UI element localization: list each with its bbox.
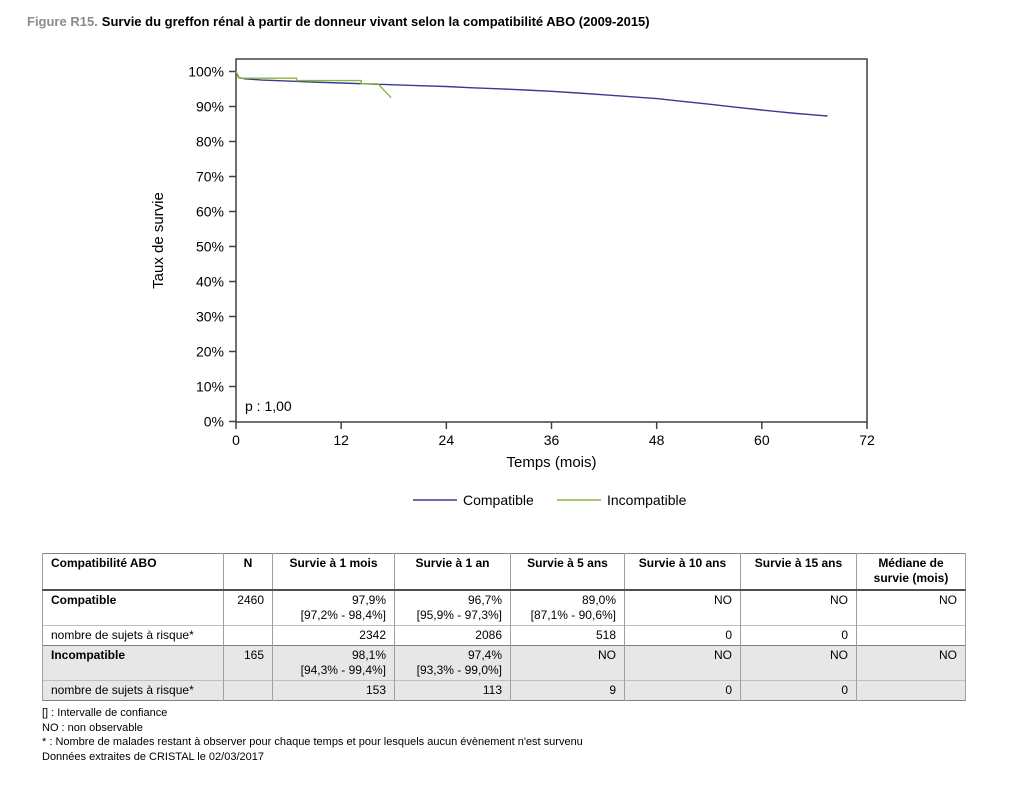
cell-survie-10-ans: NO (624, 645, 741, 681)
cell-survie-1-an: 96,7% [95,9% - 97,3%] (394, 590, 511, 626)
y-tick-label: 90% (196, 99, 224, 115)
confidence-interval: [87,1% - 90,6%] (530, 608, 616, 622)
y-tick-label: 100% (188, 64, 224, 80)
column-header-survie-5-ans: Survie à 5 ans (510, 553, 625, 591)
cell-mediane: NO (856, 645, 966, 681)
table-row-incompatible-at-risk: nombre de sujets à risque* 153 113 9 0 0 (42, 680, 966, 701)
x-tick-label: 60 (754, 432, 770, 448)
plot-frame (235, 58, 868, 423)
cell-survie-1-mois: 153 (272, 680, 395, 701)
column-header-compatibilite: Compatibilité ABO (42, 553, 224, 591)
value: 96,7% (467, 593, 502, 607)
footnote-confidence-interval: [] : Intervalle de confiance (42, 707, 168, 719)
y-tick-label: 20% (196, 344, 224, 360)
legend-label-compatible: Compatible (463, 492, 534, 508)
cell-survie-15-ans: 0 (740, 680, 857, 701)
cell-survie-5-ans: 9 (510, 680, 625, 701)
survival-table: Compatibilité ABO N Survie à 1 mois Surv… (42, 553, 966, 701)
confidence-interval: [93,3% - 99,0%] (416, 663, 502, 677)
cell-survie-15-ans: NO (740, 645, 857, 681)
curve-incompatible (235, 71, 392, 99)
footnote-at-risk: * : Nombre de malades restant à observer… (42, 736, 583, 748)
confidence-interval: [94,3% - 99,4%] (300, 663, 386, 677)
value: 97,9% (351, 593, 386, 607)
y-tick-label: 80% (196, 134, 224, 150)
cell-survie-1-mois: 98,1% [94,3% - 99,4%] (272, 645, 395, 681)
footnote-data-source: Données extraites de CRISTAL le 02/03/20… (42, 750, 264, 763)
x-tick-label: 36 (544, 432, 560, 448)
cell-survie-5-ans: NO (510, 645, 625, 681)
x-tick-label: 72 (859, 432, 875, 448)
cell-survie-5-ans: 89,0% [87,1% - 90,6%] (510, 590, 625, 626)
cell-survie-15-ans: 0 (740, 625, 857, 646)
y-tick-label: 10% (196, 379, 224, 395)
cell-survie-1-an: 97,4% [93,3% - 99,0%] (394, 645, 511, 681)
cell-survie-15-ans: NO (740, 590, 857, 626)
cell-survie-1-mois: 2342 (272, 625, 395, 646)
cell-mediane: NO (856, 590, 966, 626)
survival-chart: 0% 10% 20% 30% 40% 50% 60% 70% 80% 90% 100% 0 12 24 36… (150, 58, 875, 508)
cell-n (223, 625, 273, 646)
cell-mediane (856, 680, 966, 701)
y-tick-label: 70% (196, 169, 224, 185)
cell-survie-1-an: 113 (394, 680, 511, 701)
cell-n: 165 (223, 645, 273, 681)
confidence-interval: [97,2% - 98,4%] (300, 608, 386, 622)
y-axis-label: Taux de survie (150, 192, 167, 289)
curve-compatible (235, 71, 828, 117)
cell-survie-10-ans: NO (624, 590, 741, 626)
figure-number: Figure R15. (27, 14, 98, 29)
value: 97,4% (467, 648, 502, 662)
legend-label-incompatible: Incompatible (607, 492, 687, 508)
cell-survie-5-ans: 518 (510, 625, 625, 646)
table-row-compatible-at-risk: nombre de sujets à risque* 2342 2086 518… (42, 625, 966, 646)
confidence-interval: [95,9% - 97,3%] (416, 608, 502, 622)
y-tick-label: 60% (196, 204, 224, 220)
p-value-annotation: p : 1,00 (245, 398, 292, 414)
figure-title: Figure R15. Survie du greffon rénal à par… (27, 14, 650, 29)
column-header-survie-1-mois: Survie à 1 mois (272, 553, 395, 591)
x-tick-label: 24 (439, 432, 455, 448)
row-label: nombre de sujets à risque* (42, 680, 224, 701)
y-tick-label: 50% (196, 239, 224, 255)
x-axis-label: Temps (mois) (506, 454, 596, 471)
row-label: nombre de sujets à risque* (42, 625, 224, 646)
column-header-survie-15-ans: Survie à 15 ans (740, 553, 857, 591)
y-tick-label: 40% (196, 274, 224, 290)
cell-mediane (856, 625, 966, 646)
cell-survie-10-ans: 0 (624, 680, 741, 701)
cell-n: 2460 (223, 590, 273, 626)
cell-n (223, 680, 273, 701)
cell-survie-10-ans: 0 (624, 625, 741, 646)
cell-survie-1-mois: 97,9% [97,2% - 98,4%] (272, 590, 395, 626)
footnote-non-observable: NO : non observable (42, 721, 143, 734)
row-label: Incompatible (42, 645, 224, 681)
figure-title-text: Survie du greffon rénal à partir de donn… (101, 14, 650, 29)
cell-survie-1-an: 2086 (394, 625, 511, 646)
x-tick-label: 0 (232, 432, 240, 448)
column-header-survie-1-an: Survie à 1 an (394, 553, 511, 591)
column-header-n: N (223, 553, 273, 591)
y-tick-label: 30% (196, 309, 224, 325)
column-header-survie-10-ans: Survie à 10 ans (624, 553, 741, 591)
x-tick-label: 12 (333, 432, 349, 448)
x-tick-label: 48 (649, 432, 665, 448)
row-label: Compatible (42, 590, 224, 626)
table-header-row: Compatibilité ABO N Survie à 1 mois Surv… (42, 553, 966, 591)
column-header-mediane: Médiane de survie (mois) (856, 553, 966, 591)
table-row-incompatible: Incompatible 165 98,1% [94,3% - 99,4%] 9… (42, 645, 966, 681)
footnotes: [] : Intervalle de confiance NO : non ob… (42, 706, 583, 764)
table-row-compatible: Compatible 2460 97,9% [97,2% - 98,4%] 96… (42, 590, 966, 626)
y-tick-label: 0% (204, 414, 224, 430)
value: 98,1% (351, 648, 386, 662)
value: 89,0% (581, 593, 616, 607)
